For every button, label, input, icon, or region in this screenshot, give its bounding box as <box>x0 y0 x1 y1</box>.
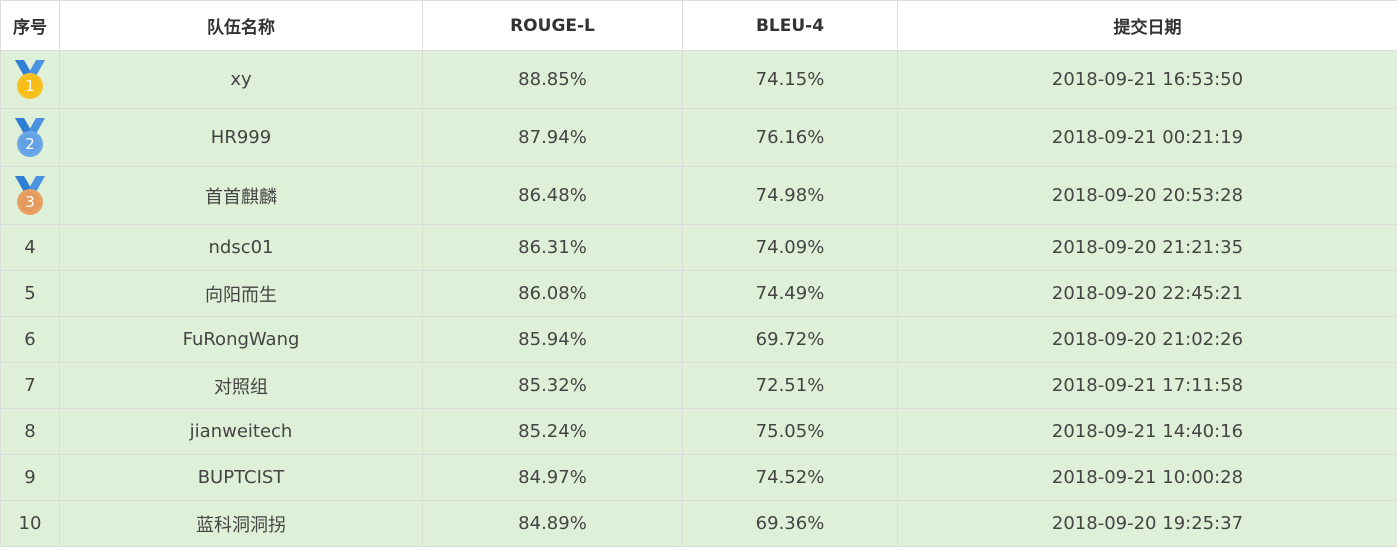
date-cell: 2018-09-21 10:00:28 <box>897 454 1397 501</box>
date-cell: 2018-09-21 17:11:58 <box>897 362 1397 409</box>
bleu-cell: 72.51% <box>682 362 898 409</box>
rank-cell: 10 <box>0 500 60 547</box>
rouge-cell: 87.94% <box>422 108 683 167</box>
team-cell: 向阳而生 <box>59 270 423 317</box>
header-row: 序号 队伍名称 ROUGE-L BLEU-4 提交日期 <box>0 0 1397 51</box>
table-row: 9 BUPTCIST 84.97% 74.52% 2018-09-21 10:0… <box>0 454 1397 501</box>
rouge-cell: 84.89% <box>422 500 683 547</box>
rank-cell: 3 <box>0 166 60 225</box>
table-row: 5 向阳而生 86.08% 74.49% 2018-09-20 22:45:21 <box>0 270 1397 317</box>
date-cell: 2018-09-20 22:45:21 <box>897 270 1397 317</box>
team-cell: 首首麒麟 <box>59 166 423 225</box>
rouge-cell: 84.97% <box>422 454 683 501</box>
rouge-cell: 85.94% <box>422 316 683 363</box>
team-cell: 对照组 <box>59 362 423 409</box>
medal-rank-number: 1 <box>25 76 35 95</box>
rank-cell: 1 <box>0 50 60 109</box>
header-date: 提交日期 <box>897 0 1397 51</box>
medal-rank-number: 2 <box>25 134 35 153</box>
rouge-cell: 86.31% <box>422 224 683 271</box>
rank-cell: 4 <box>0 224 60 271</box>
date-cell: 2018-09-20 21:21:35 <box>897 224 1397 271</box>
rank-cell: 9 <box>0 454 60 501</box>
rank-cell: 2 <box>0 108 60 167</box>
team-cell: HR999 <box>59 108 423 167</box>
bronze-medal-icon: 3 <box>12 175 48 216</box>
bleu-cell: 74.09% <box>682 224 898 271</box>
header-bleu: BLEU-4 <box>682 0 898 51</box>
table-row: 10 蓝科洞洞拐 84.89% 69.36% 2018-09-20 19:25:… <box>0 500 1397 547</box>
table-row: 8 jianweitech 85.24% 75.05% 2018-09-21 1… <box>0 408 1397 455</box>
rank-cell: 6 <box>0 316 60 363</box>
silver-medal-icon: 2 <box>12 117 48 158</box>
table-row: 4 ndsc01 86.31% 74.09% 2018-09-20 21:21:… <box>0 224 1397 271</box>
table-row: 1 xy 88.85% 74.15% 2018-09-21 16:53:50 <box>0 50 1397 109</box>
date-cell: 2018-09-20 19:25:37 <box>897 500 1397 547</box>
bleu-cell: 74.52% <box>682 454 898 501</box>
rouge-cell: 86.48% <box>422 166 683 225</box>
team-cell: xy <box>59 50 423 109</box>
header-team: 队伍名称 <box>59 0 423 51</box>
rank-cell: 8 <box>0 408 60 455</box>
header-rank: 序号 <box>0 0 60 51</box>
date-cell: 2018-09-20 20:53:28 <box>897 166 1397 225</box>
rank-cell: 5 <box>0 270 60 317</box>
bleu-cell: 74.15% <box>682 50 898 109</box>
team-cell: ndsc01 <box>59 224 423 271</box>
team-cell: BUPTCIST <box>59 454 423 501</box>
bleu-cell: 75.05% <box>682 408 898 455</box>
date-cell: 2018-09-21 16:53:50 <box>897 50 1397 109</box>
medal-rank-number: 3 <box>25 192 35 211</box>
date-cell: 2018-09-20 21:02:26 <box>897 316 1397 363</box>
bleu-cell: 69.36% <box>682 500 898 547</box>
gold-medal-icon: 1 <box>12 59 48 100</box>
bleu-cell: 76.16% <box>682 108 898 167</box>
table-row: 6 FuRongWang 85.94% 69.72% 2018-09-20 21… <box>0 316 1397 363</box>
team-cell: jianweitech <box>59 408 423 455</box>
header-rouge: ROUGE-L <box>422 0 683 51</box>
bleu-cell: 74.49% <box>682 270 898 317</box>
rouge-cell: 85.32% <box>422 362 683 409</box>
table-row: 3 首首麒麟 86.48% 74.98% 2018-09-20 20:53:28 <box>0 166 1397 225</box>
table-row: 7 对照组 85.32% 72.51% 2018-09-21 17:11:58 <box>0 362 1397 409</box>
bleu-cell: 69.72% <box>682 316 898 363</box>
team-cell: 蓝科洞洞拐 <box>59 500 423 547</box>
table-row: 2 HR999 87.94% 76.16% 2018-09-21 00:21:1… <box>0 108 1397 167</box>
bleu-cell: 74.98% <box>682 166 898 225</box>
rouge-cell: 88.85% <box>422 50 683 109</box>
rank-cell: 7 <box>0 362 60 409</box>
date-cell: 2018-09-21 00:21:19 <box>897 108 1397 167</box>
team-cell: FuRongWang <box>59 316 423 363</box>
date-cell: 2018-09-21 14:40:16 <box>897 408 1397 455</box>
rouge-cell: 85.24% <box>422 408 683 455</box>
rouge-cell: 86.08% <box>422 270 683 317</box>
